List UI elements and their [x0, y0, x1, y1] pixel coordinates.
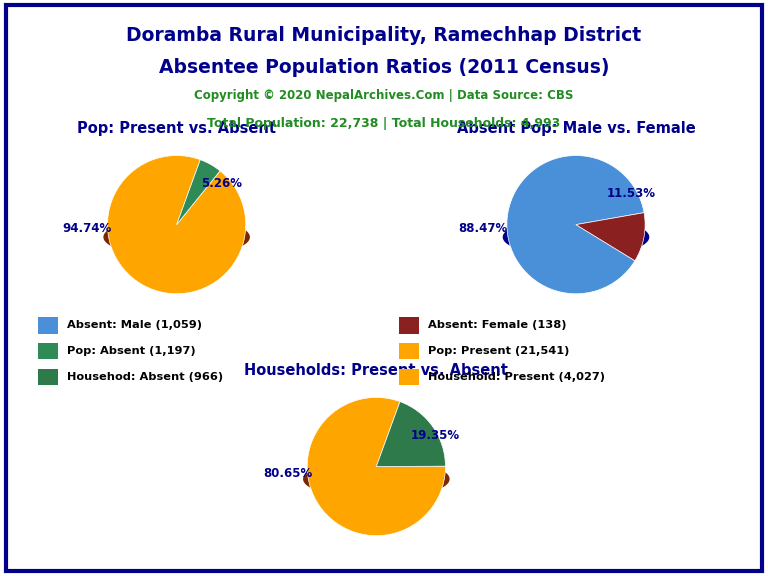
Wedge shape: [507, 156, 644, 294]
Text: Absentee Population Ratios (2011 Census): Absentee Population Ratios (2011 Census): [159, 58, 609, 77]
Title: Absent Pop: Male vs. Female: Absent Pop: Male vs. Female: [457, 121, 695, 136]
Ellipse shape: [504, 218, 648, 256]
Title: Pop: Present vs. Absent: Pop: Present vs. Absent: [77, 121, 276, 136]
Text: 88.47%: 88.47%: [458, 222, 508, 234]
Text: Household: Present (4,027): Household: Present (4,027): [428, 372, 604, 382]
Text: Absent: Female (138): Absent: Female (138): [428, 320, 566, 331]
Text: 11.53%: 11.53%: [607, 187, 656, 200]
Text: Copyright © 2020 NepalArchives.Com | Data Source: CBS: Copyright © 2020 NepalArchives.Com | Dat…: [194, 89, 574, 103]
Wedge shape: [307, 397, 445, 536]
Text: 19.35%: 19.35%: [411, 429, 459, 442]
Wedge shape: [177, 160, 220, 225]
Text: Doramba Rural Municipality, Ramechhap District: Doramba Rural Municipality, Ramechhap Di…: [127, 26, 641, 45]
Wedge shape: [376, 401, 445, 467]
Wedge shape: [108, 156, 246, 294]
Wedge shape: [576, 213, 645, 261]
Title: Households: Present vs. Absent: Households: Present vs. Absent: [244, 363, 508, 378]
Ellipse shape: [304, 460, 449, 498]
Text: Total Population: 22,738 | Total Households: 4,993: Total Population: 22,738 | Total Househo…: [207, 117, 561, 130]
Text: 5.26%: 5.26%: [201, 177, 242, 190]
Text: Househod: Absent (966): Househod: Absent (966): [67, 372, 223, 382]
Text: 80.65%: 80.65%: [263, 467, 313, 480]
Text: Absent: Male (1,059): Absent: Male (1,059): [67, 320, 202, 331]
Text: 94.74%: 94.74%: [62, 222, 111, 234]
Text: Pop: Present (21,541): Pop: Present (21,541): [428, 346, 569, 357]
Ellipse shape: [104, 218, 249, 256]
Text: Pop: Absent (1,197): Pop: Absent (1,197): [67, 346, 195, 357]
